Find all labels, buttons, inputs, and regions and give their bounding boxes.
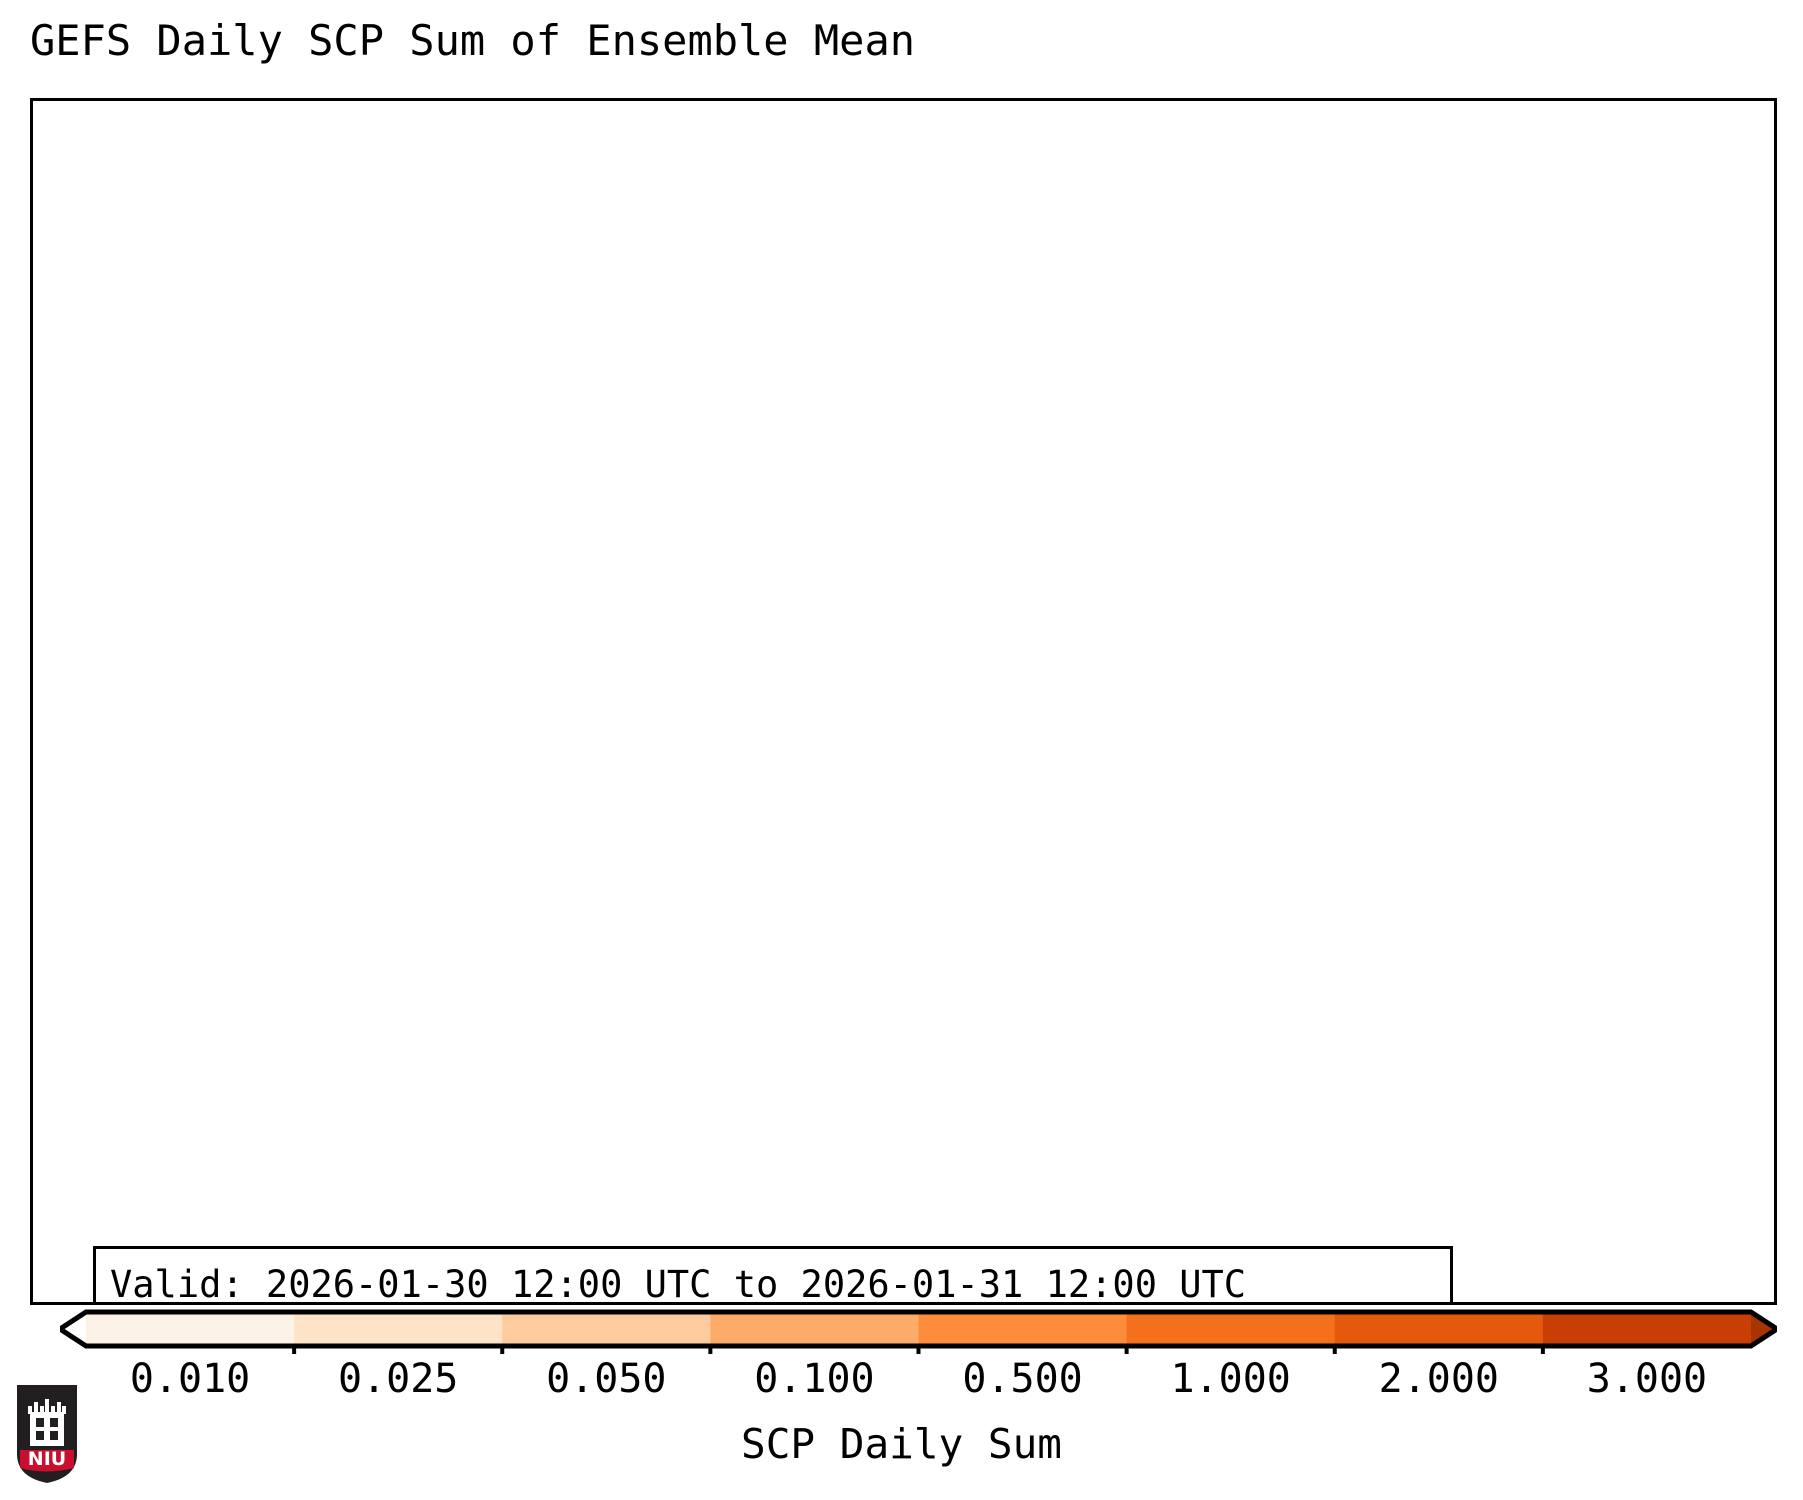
logo-text: NIU	[28, 1448, 66, 1470]
colorbar-tick-label-7: 3.000	[1586, 1356, 1708, 1402]
colorbar-tick-label-0: 0.010	[129, 1356, 251, 1402]
logo-castle-icon	[28, 1399, 66, 1446]
logo-banner	[20, 1450, 74, 1472]
niu-logo: NIU	[17, 1385, 77, 1483]
colorbar-tick-label-5: 1.000	[1170, 1356, 1291, 1402]
colorbar-tick-label-6: 2.000	[1378, 1356, 1500, 1402]
colorbar-band-0	[86, 1312, 295, 1346]
colorbar-band-2	[502, 1312, 711, 1346]
colorbar-tick-label-3: 0.100	[754, 1356, 875, 1402]
colorbar	[60, 1308, 1777, 1354]
colorbar-band-7	[1542, 1312, 1752, 1346]
valid-run-annotation: Valid: 2026-01-30 12:00 UTC to 2026-01-3…	[93, 1246, 1453, 1305]
colorbar-tick-label-4: 0.500	[962, 1356, 1083, 1402]
colorbar-bands	[60, 1312, 1777, 1346]
colorbar-border	[60, 1309, 1777, 1349]
map-plot-area: Valid: 2026-01-30 12:00 UTC to 2026-01-3…	[30, 98, 1777, 1305]
map-canvas	[33, 101, 1774, 1302]
colorbar-band-1	[294, 1312, 503, 1346]
colorbar-tick-label-1: 0.025	[337, 1356, 459, 1402]
colorbar-outline	[60, 1309, 1777, 1354]
page-title: GEFS Daily SCP Sum of Ensemble Mean	[30, 16, 916, 65]
colorbar-tick-label-2: 0.050	[546, 1356, 667, 1402]
map-background	[33, 101, 1774, 1302]
annotation-valid-line: Valid: 2026-01-30 12:00 UTC to 2026-01-3…	[110, 1263, 1247, 1305]
colorbar-svg	[60, 1309, 1777, 1354]
logo-castle-windows	[36, 1418, 58, 1440]
colorbar-band-4	[918, 1312, 1128, 1346]
colorbar-band-6	[1334, 1312, 1544, 1346]
colorbar-band-3	[710, 1312, 920, 1346]
colorbar-axis-label: SCP Daily Sum	[741, 1420, 1062, 1468]
colorbar-tick-labels: 0.010 0.025 0.050 0.100 0.500 1.000 2.000 3.000	[0, 1356, 1803, 1408]
colorbar-band-5	[1126, 1312, 1336, 1346]
